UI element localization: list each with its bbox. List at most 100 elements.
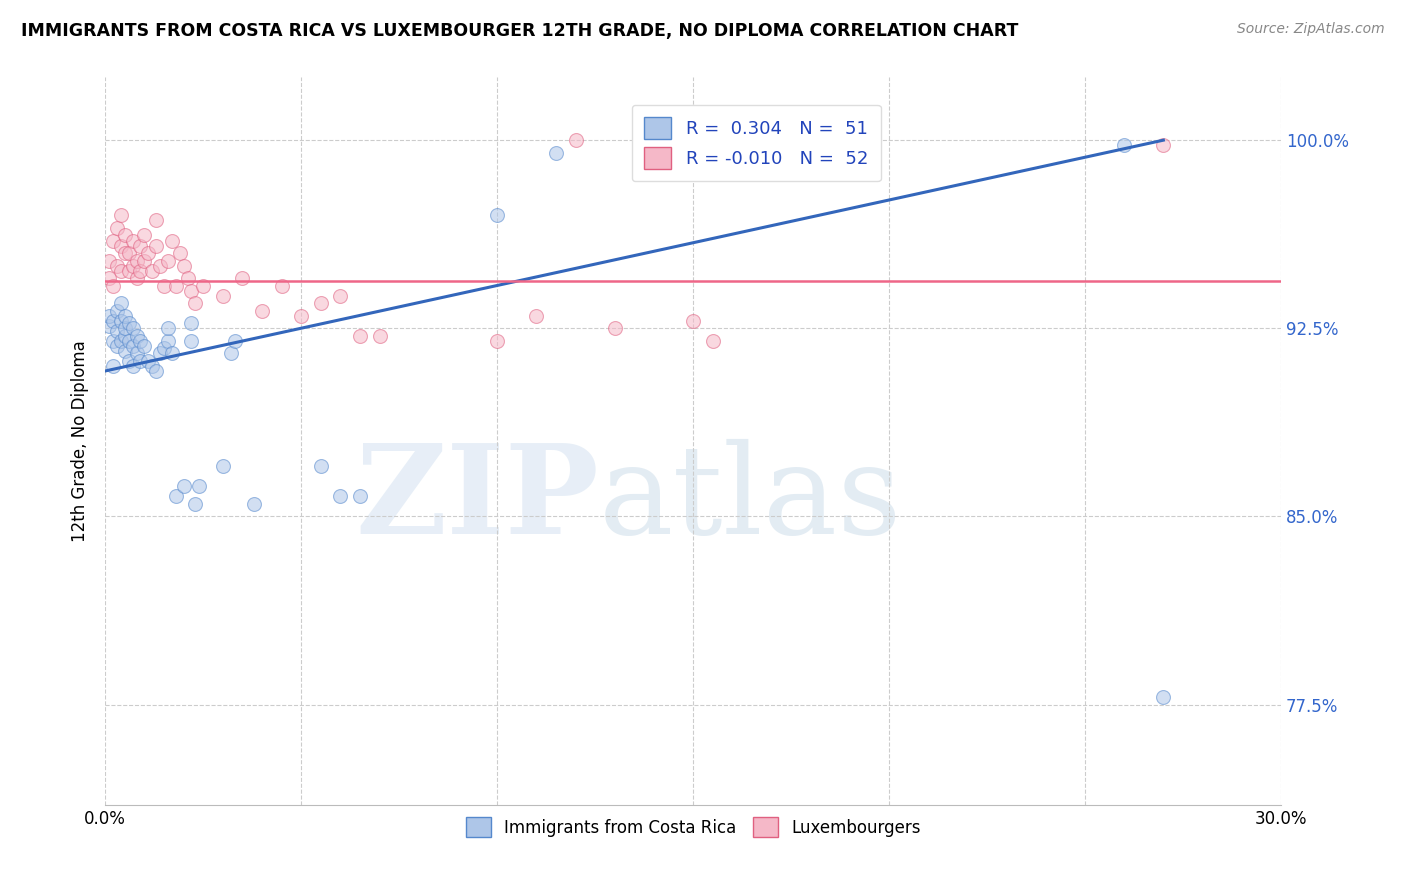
- Point: [134, 253, 156, 268]
- Point: [211, 289, 233, 303]
- Y-axis label: 12th Grade, No Diploma: 12th Grade, No Diploma: [72, 341, 89, 542]
- Point: [105, 303, 128, 318]
- Point: [105, 221, 128, 235]
- Point: [211, 459, 233, 474]
- Point: [114, 246, 136, 260]
- Point: [98, 309, 121, 323]
- Point: [118, 354, 141, 368]
- Point: [136, 354, 159, 368]
- Point: [110, 238, 132, 252]
- Point: [114, 329, 136, 343]
- Point: [125, 346, 148, 360]
- Point: [184, 296, 207, 310]
- Point: [129, 238, 152, 252]
- Point: [524, 309, 547, 323]
- Point: [141, 359, 163, 373]
- Point: [329, 289, 352, 303]
- Point: [114, 228, 136, 243]
- Point: [231, 271, 253, 285]
- Point: [349, 490, 371, 504]
- Point: [118, 246, 141, 260]
- Point: [270, 278, 292, 293]
- Point: [101, 334, 124, 348]
- Point: [118, 334, 141, 348]
- Point: [101, 234, 124, 248]
- Point: [224, 334, 246, 348]
- Point: [145, 213, 167, 227]
- Point: [110, 314, 132, 328]
- Point: [114, 309, 136, 323]
- Point: [101, 359, 124, 373]
- Point: [110, 263, 132, 277]
- Point: [141, 263, 163, 277]
- Text: atlas: atlas: [599, 439, 903, 560]
- Point: [184, 497, 207, 511]
- Point: [110, 296, 132, 310]
- Point: [176, 271, 198, 285]
- Point: [110, 334, 132, 348]
- Point: [290, 309, 312, 323]
- Point: [173, 259, 195, 273]
- Point: [125, 271, 148, 285]
- Point: [160, 346, 183, 360]
- Point: [134, 339, 156, 353]
- Point: [149, 259, 172, 273]
- Point: [105, 259, 128, 273]
- Point: [702, 334, 724, 348]
- Point: [486, 334, 509, 348]
- Legend: Immigrants from Costa Rica, Luxembourgers: Immigrants from Costa Rica, Luxembourger…: [458, 810, 928, 844]
- Point: [1152, 138, 1174, 153]
- Point: [180, 316, 202, 330]
- Point: [125, 329, 148, 343]
- Point: [129, 263, 152, 277]
- Point: [98, 318, 121, 333]
- Point: [153, 342, 176, 356]
- Point: [101, 278, 124, 293]
- Point: [250, 303, 273, 318]
- Point: [121, 259, 143, 273]
- Point: [134, 228, 156, 243]
- Text: IMMIGRANTS FROM COSTA RICA VS LUXEMBOURGER 12TH GRADE, NO DIPLOMA CORRELATION CH: IMMIGRANTS FROM COSTA RICA VS LUXEMBOURG…: [21, 22, 1018, 40]
- Point: [243, 497, 266, 511]
- Point: [309, 459, 332, 474]
- Point: [129, 354, 152, 368]
- Point: [329, 490, 352, 504]
- Point: [114, 321, 136, 335]
- Point: [118, 263, 141, 277]
- Point: [153, 278, 176, 293]
- Point: [173, 479, 195, 493]
- Point: [136, 246, 159, 260]
- Point: [105, 339, 128, 353]
- Point: [219, 346, 242, 360]
- Point: [309, 296, 332, 310]
- Point: [125, 253, 148, 268]
- Text: ZIP: ZIP: [356, 439, 599, 560]
- Point: [165, 278, 187, 293]
- Point: [603, 321, 626, 335]
- Point: [118, 316, 141, 330]
- Point: [1114, 138, 1136, 153]
- Text: Source: ZipAtlas.com: Source: ZipAtlas.com: [1237, 22, 1385, 37]
- Point: [486, 209, 509, 223]
- Point: [145, 364, 167, 378]
- Point: [98, 253, 121, 268]
- Point: [682, 314, 704, 328]
- Point: [110, 209, 132, 223]
- Point: [180, 334, 202, 348]
- Point: [114, 343, 136, 358]
- Point: [156, 253, 179, 268]
- Point: [564, 133, 586, 147]
- Point: [121, 359, 143, 373]
- Point: [156, 334, 179, 348]
- Point: [1152, 690, 1174, 705]
- Point: [145, 238, 167, 252]
- Point: [193, 278, 215, 293]
- Point: [121, 234, 143, 248]
- Point: [156, 321, 179, 335]
- Point: [98, 271, 121, 285]
- Point: [165, 490, 187, 504]
- Point: [101, 314, 124, 328]
- Point: [188, 479, 211, 493]
- Point: [180, 284, 202, 298]
- Point: [349, 329, 371, 343]
